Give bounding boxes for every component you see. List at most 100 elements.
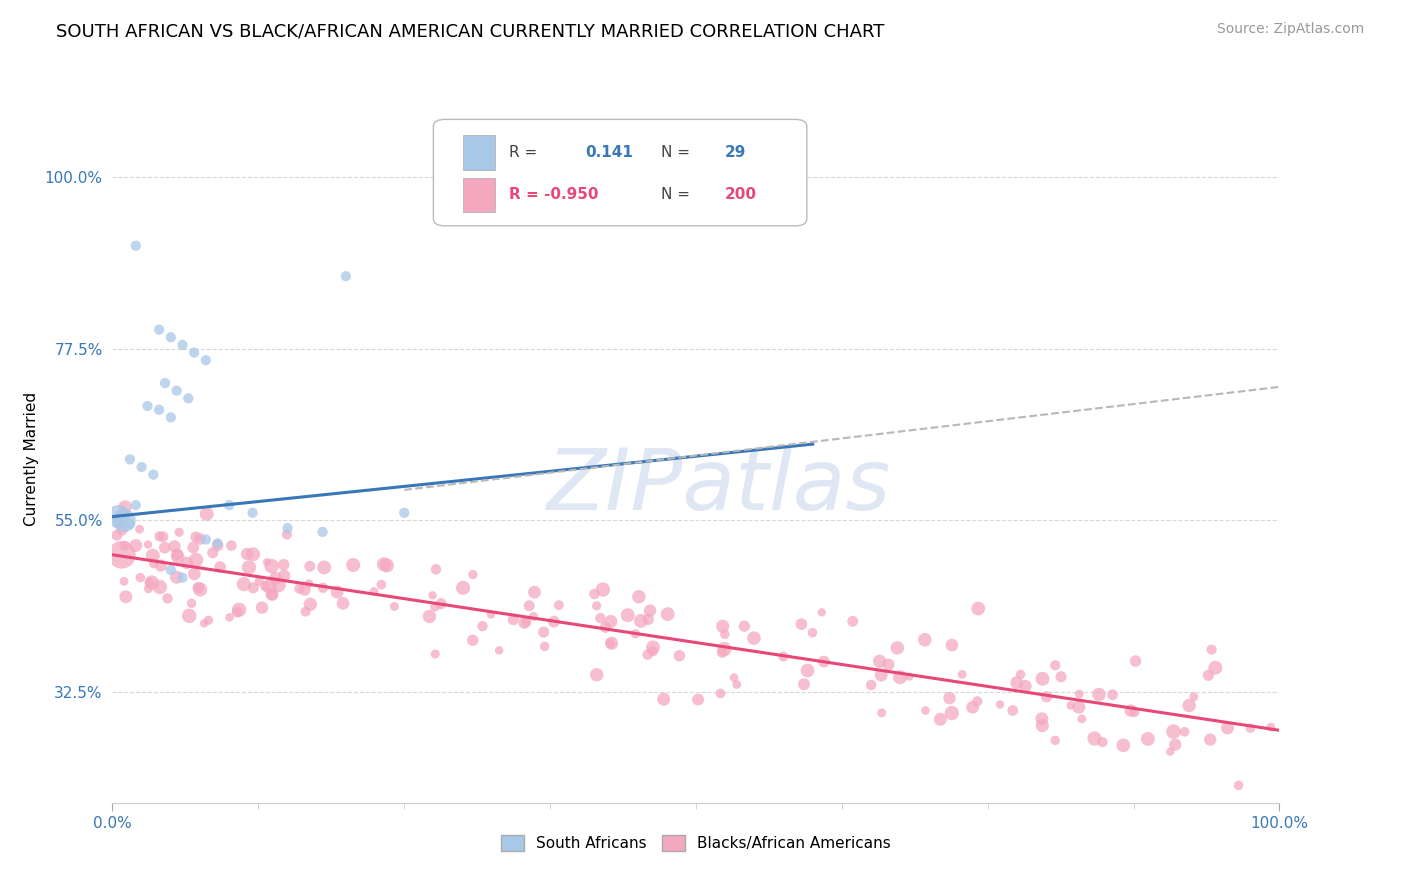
Point <box>294 582 316 597</box>
Point <box>1125 654 1147 668</box>
Point <box>592 582 614 597</box>
Point <box>889 670 911 684</box>
Text: ZIPatlas: ZIPatlas <box>547 445 891 528</box>
Point <box>1199 732 1222 747</box>
Point <box>148 529 170 543</box>
Point <box>1136 731 1159 746</box>
Point <box>813 655 835 669</box>
Point <box>256 555 278 569</box>
Point <box>195 507 218 521</box>
Point <box>1083 731 1105 746</box>
Point <box>627 590 650 604</box>
Point <box>110 516 132 531</box>
Point <box>172 338 194 352</box>
Point <box>790 617 813 632</box>
Point <box>1123 705 1146 719</box>
Point <box>129 571 152 585</box>
Point <box>264 571 287 585</box>
Point <box>207 539 229 553</box>
Point <box>1182 690 1205 704</box>
Point <box>1204 661 1226 675</box>
Point <box>194 353 217 368</box>
Point <box>111 523 134 537</box>
Point <box>1216 721 1239 735</box>
Point <box>725 677 748 691</box>
Point <box>796 664 818 678</box>
Point <box>742 631 765 645</box>
Point <box>585 599 607 613</box>
Point <box>1005 675 1028 690</box>
Text: SOUTH AFRICAN VS BLACK/AFRICAN AMERICAN CURRENTLY MARRIED CORRELATION CHART: SOUTH AFRICAN VS BLACK/AFRICAN AMERICAN … <box>56 22 884 40</box>
Point <box>181 541 204 555</box>
Point <box>461 567 484 582</box>
Point <box>711 619 734 633</box>
Point <box>488 643 510 657</box>
Point <box>585 667 607 681</box>
Point <box>139 575 162 590</box>
Point <box>1101 688 1123 702</box>
Point <box>1014 679 1036 693</box>
Point <box>188 582 211 597</box>
Point <box>543 615 565 629</box>
Point <box>160 563 183 577</box>
Point <box>138 582 160 596</box>
Point <box>652 692 675 706</box>
Point <box>273 558 295 572</box>
Point <box>941 706 963 720</box>
Point <box>259 579 281 593</box>
Point <box>686 692 709 706</box>
Point <box>153 541 176 555</box>
Point <box>166 384 188 398</box>
Point <box>1060 698 1083 713</box>
Text: 0.141: 0.141 <box>585 145 633 160</box>
Point <box>1178 698 1201 713</box>
Point <box>142 549 165 563</box>
Point <box>260 559 283 574</box>
Point <box>128 522 150 536</box>
Point <box>595 620 617 634</box>
Point <box>166 549 188 564</box>
Point <box>114 500 136 514</box>
Point <box>342 558 364 572</box>
Point <box>1091 735 1114 749</box>
Point <box>136 537 159 551</box>
Point <box>184 553 207 567</box>
Point <box>1031 718 1053 732</box>
Point <box>187 581 209 595</box>
Point <box>1088 688 1111 702</box>
Point <box>599 615 621 629</box>
Point <box>326 585 349 599</box>
Text: N =: N = <box>661 187 690 202</box>
Point <box>375 558 398 573</box>
Point <box>288 582 311 596</box>
Point <box>188 532 211 546</box>
Point <box>1163 724 1185 739</box>
Point <box>142 557 165 571</box>
Point <box>312 581 335 595</box>
Point <box>810 606 832 620</box>
Point <box>1031 672 1053 686</box>
Point <box>250 600 273 615</box>
Point <box>176 556 198 570</box>
Point <box>131 460 153 475</box>
Point <box>148 323 170 337</box>
Point <box>522 609 544 624</box>
Point <box>733 619 755 633</box>
Point <box>637 648 659 662</box>
Text: N =: N = <box>661 145 690 160</box>
Point <box>314 560 336 574</box>
Point <box>1260 720 1282 734</box>
Point <box>624 627 647 641</box>
Point <box>125 238 148 252</box>
Point <box>160 330 183 344</box>
Point <box>422 588 444 602</box>
Point <box>914 703 936 717</box>
Point <box>502 613 524 627</box>
Point <box>929 712 952 726</box>
Point <box>1197 668 1219 682</box>
Point <box>276 521 298 535</box>
Point <box>1119 704 1142 718</box>
Point <box>886 640 908 655</box>
Point <box>600 636 623 650</box>
Point <box>1201 642 1223 657</box>
